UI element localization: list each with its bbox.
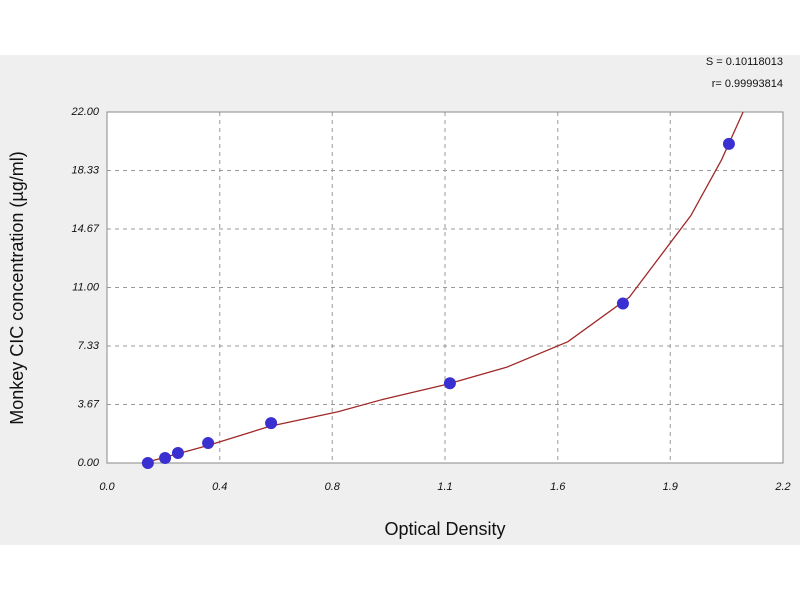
y-tick-label: 22.00 xyxy=(70,106,99,118)
data-point xyxy=(443,377,456,390)
x-axis-title: Optical Density xyxy=(384,519,505,539)
annotation: r= 0.99993814 xyxy=(712,78,783,90)
data-point xyxy=(141,457,154,469)
x-tick-label: 1.9 xyxy=(663,481,678,493)
data-point xyxy=(159,452,172,465)
plot-border xyxy=(106,111,784,464)
y-tick-label: 11.00 xyxy=(72,281,100,293)
y-tick-label: 3.67 xyxy=(78,398,100,410)
y-tick-label: 0.00 xyxy=(78,457,100,469)
y-tick-label: 18.33 xyxy=(71,164,99,176)
x-tick-label: 0.4 xyxy=(212,481,227,493)
fit-curve xyxy=(143,111,744,464)
x-tick-label: 1.1 xyxy=(437,481,452,493)
x-tick-label: 0.0 xyxy=(99,481,115,493)
x-tick-label: 1.6 xyxy=(550,481,566,493)
data-point xyxy=(265,417,278,430)
y-tick-label: 7.33 xyxy=(78,340,100,352)
data-point xyxy=(202,437,215,450)
y-tick-label: 14.67 xyxy=(71,223,99,235)
data-point xyxy=(616,297,629,310)
x-tick-label: 2.2 xyxy=(774,481,790,493)
y-axis-title: Monkey CIC concentration (µg/ml) xyxy=(7,151,27,424)
annotation: S = 0.10118013 xyxy=(706,56,783,68)
data-point xyxy=(722,137,735,150)
x-tick-label: 0.8 xyxy=(325,481,341,493)
data-point xyxy=(171,446,184,459)
